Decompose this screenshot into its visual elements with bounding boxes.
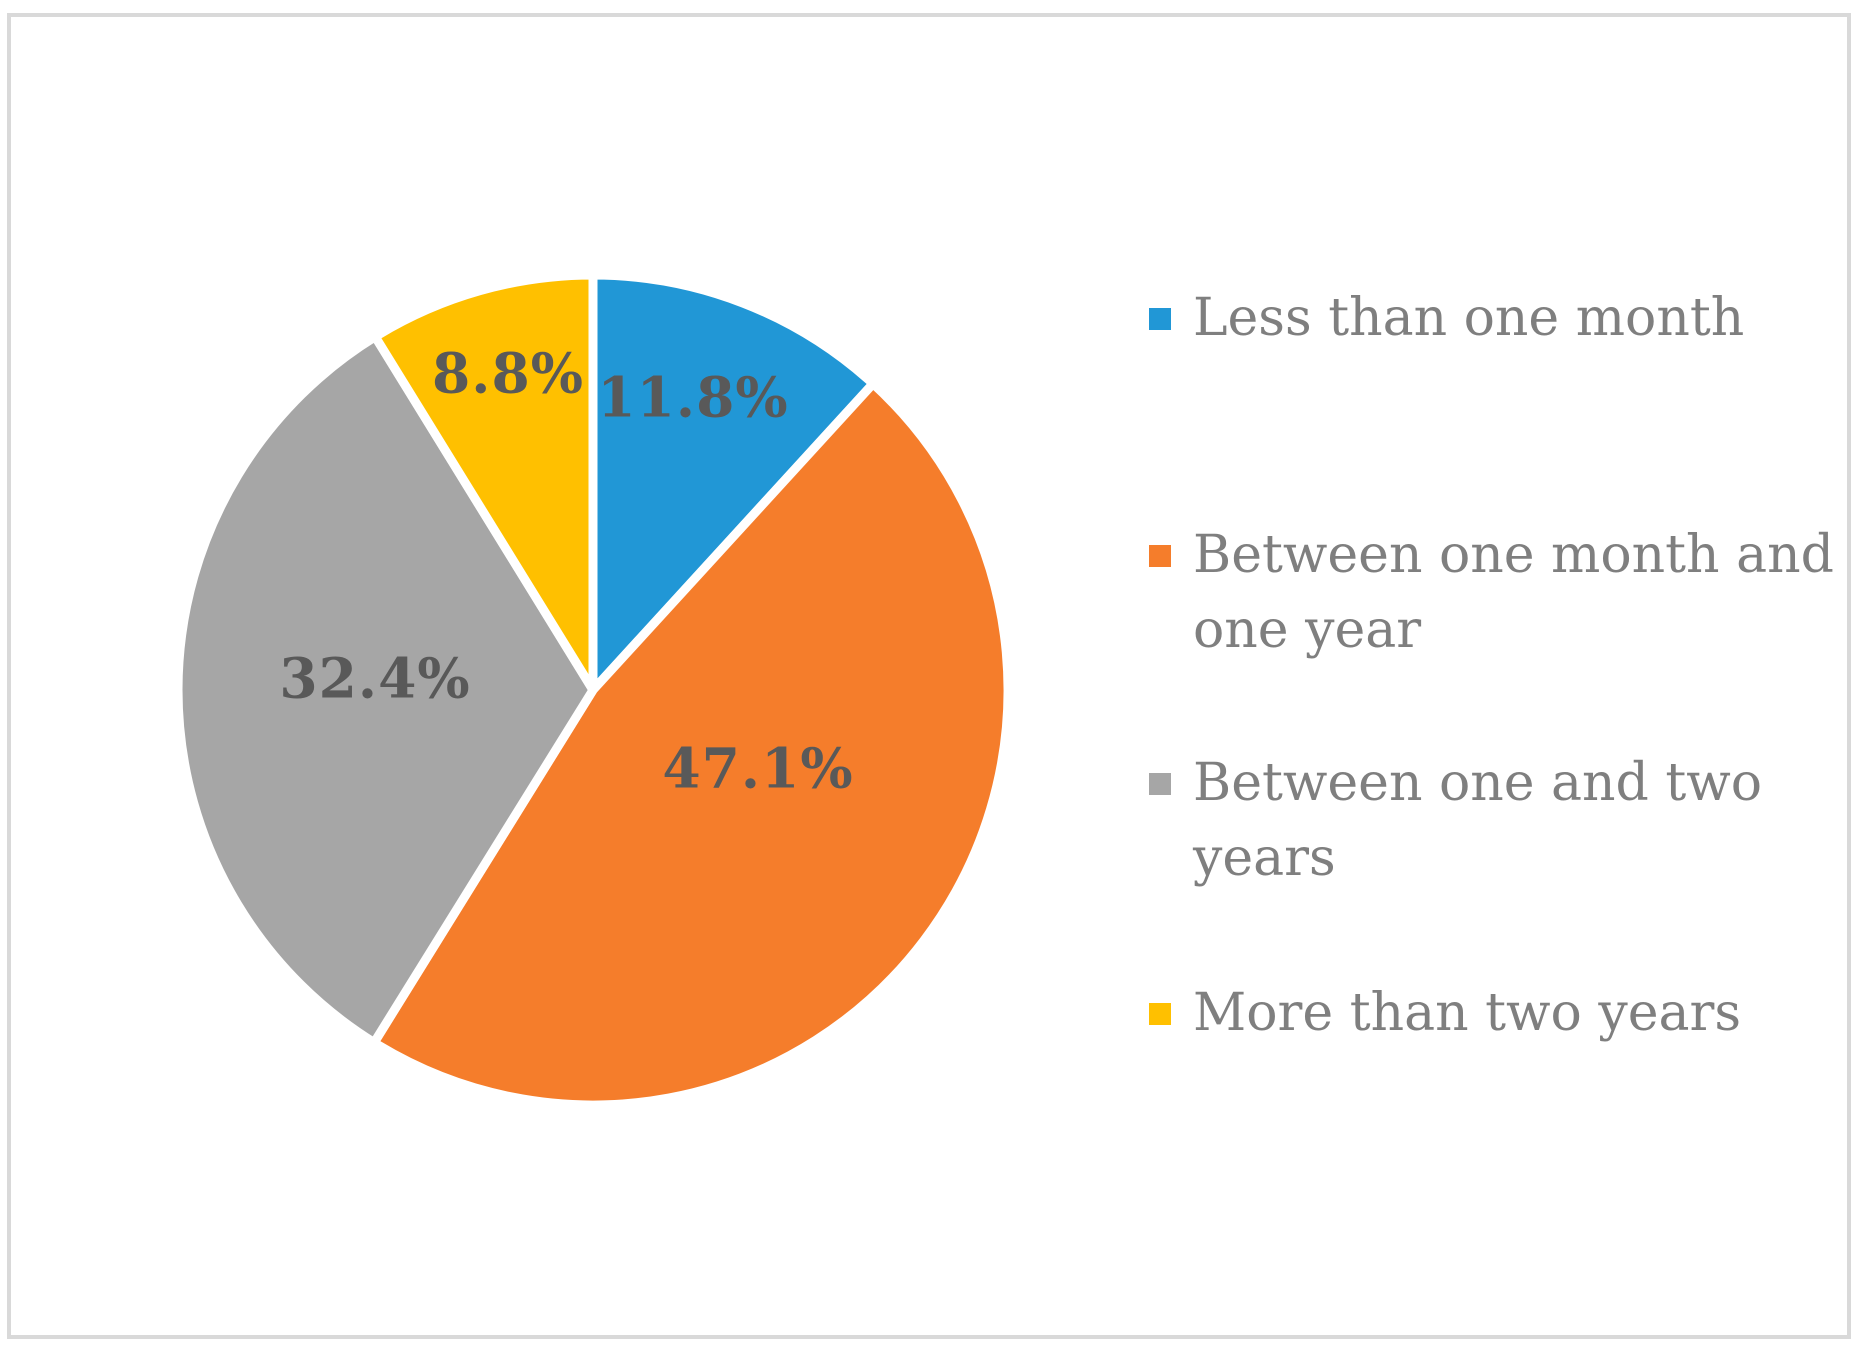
legend-marker-square-icon <box>1149 545 1171 567</box>
slice-label-between-one-month-and-one-year: 47.1% <box>662 735 854 801</box>
pie-slice-between-one-month-and-one-year <box>369 379 1013 1110</box>
legend-marker-square-icon <box>1149 308 1171 330</box>
legend-label: More than two years <box>1193 983 1742 1043</box>
slice-label-between-one-and-two-years: 32.4% <box>279 645 471 711</box>
legend-label: Between one and two years <box>1193 753 1763 888</box>
pie-slice-less-than-one-month <box>588 270 878 695</box>
legend-item-more-than-two-years: More than two years <box>1149 976 1741 1051</box>
slice-label-more-than-two-years: 8.8% <box>432 340 584 406</box>
legend-item-between-one-and-two-years: Between one and two years <box>1149 746 1843 896</box>
pie-slice-between-one-and-two-years <box>173 332 598 1048</box>
legend-label: Less than one month <box>1193 288 1745 348</box>
legend-item-less-than-one-month: Less than one month <box>1149 281 1744 356</box>
chart-legend: Less than one month Between one month an… <box>1149 0 1849 1350</box>
legend-marker-square-icon <box>1149 773 1171 795</box>
legend-label: Between one month and one year <box>1193 525 1834 660</box>
legend-marker-square-icon <box>1149 1003 1171 1025</box>
slice-label-less-than-one-month: 11.8% <box>597 364 789 430</box>
pie-slice-more-than-two-years <box>370 270 598 695</box>
legend-item-between-one-month-and-one-year: Between one month and one year <box>1149 518 1843 668</box>
